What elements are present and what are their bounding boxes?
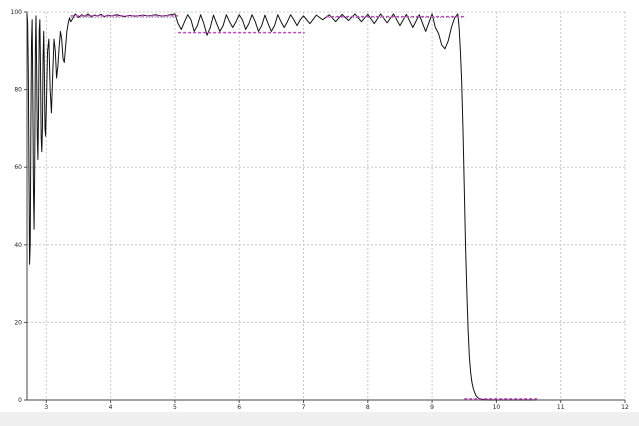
y-tick-label: 60	[14, 164, 22, 171]
x-tick-label: 3	[44, 404, 48, 411]
y-tick-label: 40	[14, 242, 22, 249]
y-tick-label: 20	[14, 319, 22, 326]
grid-lines	[27, 11, 626, 401]
y-tick-label: 100	[11, 9, 23, 16]
x-tick-label: 9	[430, 404, 434, 411]
bottom-strip	[0, 412, 639, 426]
y-tick-label: 0	[18, 397, 22, 404]
series-layer	[26, 13, 539, 401]
x-tick-label: 12	[621, 404, 629, 411]
y-tick-label: 80	[14, 87, 22, 94]
x-tick-label: 5	[173, 404, 177, 411]
x-tick-label: 10	[493, 404, 501, 411]
x-tick-label: 11	[557, 404, 565, 411]
x-tick-label: 7	[302, 404, 306, 411]
axes	[24, 11, 626, 403]
x-tick-label: 8	[366, 404, 370, 411]
transmission-curve	[26, 13, 535, 401]
x-tick-label: 6	[237, 404, 241, 411]
tick-labels: 3 4 5 6 7 8 9 10 11 12 0 20 40 60 80 100	[11, 9, 629, 411]
x-tick-label: 4	[109, 404, 113, 411]
